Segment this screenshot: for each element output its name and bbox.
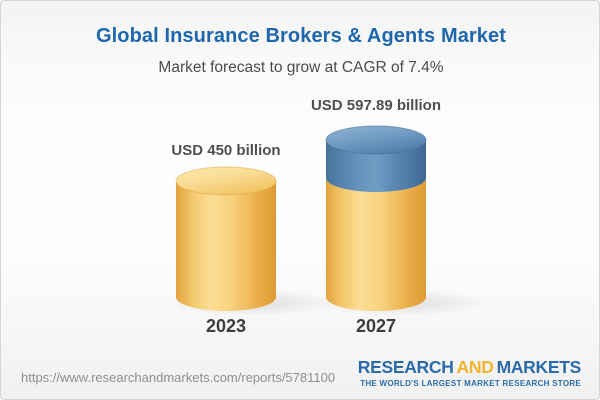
bar-2027-base-segment bbox=[326, 178, 426, 311]
report-url: https://www.researchandmarkets.com/repor… bbox=[21, 370, 336, 385]
bar-2027-cylinder bbox=[325, 125, 427, 311]
year-label-2027: 2027 bbox=[355, 316, 397, 336]
logo-wordmark: RESEARCH AND MARKETS bbox=[357, 357, 582, 377]
logo-word-research: RESEARCH bbox=[357, 357, 454, 377]
logo-word-and: AND bbox=[456, 357, 494, 377]
value-label-2023: USD 450 billion bbox=[171, 142, 281, 159]
logo-word-markets: MARKETS bbox=[496, 357, 582, 377]
logo-tagline: THE WORLD'S LARGEST MARKET RESEARCH STOR… bbox=[360, 379, 581, 389]
page-title: Global Insurance Brokers & Agents Market bbox=[95, 25, 507, 47]
value-label-2027: USD 597.89 billion bbox=[310, 97, 442, 114]
bar-2027-growth-segment bbox=[326, 140, 426, 192]
bar-2023-cylinder bbox=[175, 166, 277, 311]
year-label-2023: 2023 bbox=[205, 316, 247, 336]
research-and-markets-logo: RESEARCH AND MARKETS THE WORLD'S LARGEST M… bbox=[357, 357, 582, 389]
page-subtitle: Market forecast to grow at CAGR of 7.4% bbox=[158, 59, 444, 76]
